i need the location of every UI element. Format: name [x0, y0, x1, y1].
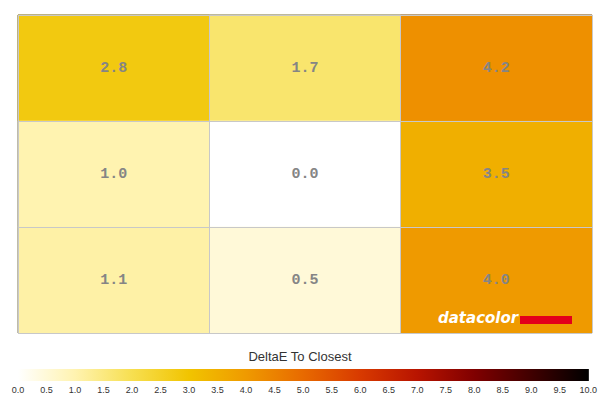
- svg-text:1.1: 1.1: [100, 272, 127, 289]
- svg-text:DeltaE To Closest: DeltaE To Closest: [248, 349, 351, 364]
- svg-text:4.0: 4.0: [240, 385, 253, 395]
- svg-text:1.5: 1.5: [97, 385, 110, 395]
- svg-text:2.0: 2.0: [126, 385, 139, 395]
- svg-text:3.5: 3.5: [483, 166, 510, 183]
- svg-text:5.5: 5.5: [325, 385, 338, 395]
- svg-text:4.5: 4.5: [268, 385, 281, 395]
- svg-text:datacolor: datacolor: [438, 309, 520, 327]
- svg-text:1.7: 1.7: [291, 60, 318, 77]
- svg-text:6.5: 6.5: [382, 385, 395, 395]
- svg-text:9.5: 9.5: [553, 385, 566, 395]
- svg-text:8.0: 8.0: [468, 385, 481, 395]
- svg-text:1.0: 1.0: [69, 385, 82, 395]
- svg-text:7.0: 7.0: [411, 385, 424, 395]
- svg-text:4.2: 4.2: [483, 60, 510, 77]
- svg-text:0.0: 0.0: [12, 385, 25, 395]
- svg-text:3.5: 3.5: [211, 385, 224, 395]
- svg-text:3.0: 3.0: [183, 385, 196, 395]
- svg-text:7.5: 7.5: [439, 385, 452, 395]
- svg-text:0.5: 0.5: [291, 272, 318, 289]
- svg-text:8.5: 8.5: [496, 385, 509, 395]
- svg-text:2.8: 2.8: [100, 60, 127, 77]
- svg-text:6.0: 6.0: [354, 385, 367, 395]
- svg-text:4.0: 4.0: [483, 272, 510, 289]
- svg-text:0.5: 0.5: [40, 385, 53, 395]
- svg-text:10.0: 10.0: [579, 385, 597, 395]
- svg-text:1.0: 1.0: [100, 166, 127, 183]
- svg-text:9.0: 9.0: [525, 385, 538, 395]
- svg-text:5.0: 5.0: [297, 385, 310, 395]
- svg-text:0.0: 0.0: [291, 166, 318, 183]
- svg-text:2.5: 2.5: [154, 385, 167, 395]
